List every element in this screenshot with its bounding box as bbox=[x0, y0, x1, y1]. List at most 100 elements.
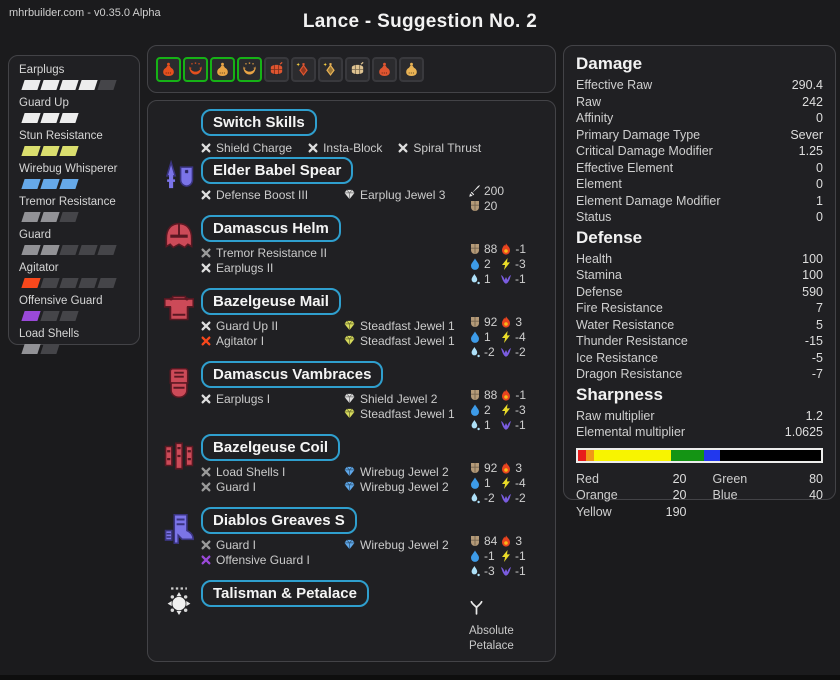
stat-row: Water Resistance 5 bbox=[576, 317, 823, 334]
x-icon bbox=[201, 555, 211, 565]
jewel-slot[interactable]: Wirebug Jewel 2 bbox=[344, 537, 469, 552]
jewel-slot[interactable]: Steadfast Jewel 1 bbox=[344, 318, 469, 333]
stat-label: Water Resistance bbox=[576, 317, 675, 332]
legend-value: 190 bbox=[665, 504, 687, 519]
attack-value: 200 bbox=[484, 183, 505, 198]
gem-icon bbox=[344, 481, 355, 492]
skill-level-segment bbox=[21, 212, 41, 222]
buff-toggle-adamant-seed-icon[interactable] bbox=[237, 57, 262, 82]
jewel-slot[interactable]: Shield Jewel 2 bbox=[344, 391, 469, 406]
stat-label: Raw multiplier bbox=[576, 408, 655, 423]
jewel-slot[interactable]: Steadfast Jewel 1 bbox=[344, 406, 469, 421]
stat-value: 0 bbox=[816, 177, 823, 192]
skill-level-segment bbox=[40, 80, 60, 90]
skill-level-segment bbox=[97, 245, 117, 255]
mail-name-button[interactable]: Bazelgeuse Mail bbox=[201, 288, 341, 315]
defense-icon bbox=[469, 200, 481, 212]
buff-toggle-mega-demondrug-icon[interactable] bbox=[291, 57, 316, 82]
fire-res-value: 3 bbox=[515, 460, 523, 475]
stat-row: Thunder Resistance -15 bbox=[576, 333, 823, 350]
legend-value: 20 bbox=[672, 488, 687, 503]
jewel-label: Steadfast Jewel 1 bbox=[360, 406, 455, 421]
petalace-info[interactable]: Absolute Petalace bbox=[469, 600, 547, 654]
armor-skill: Offensive Guard I bbox=[201, 552, 344, 567]
fire-icon bbox=[500, 243, 512, 255]
buff-toggle-demondrug-icon[interactable] bbox=[156, 57, 181, 82]
skill-level-bars bbox=[21, 278, 129, 288]
buff-toggle-armorskin-icon[interactable] bbox=[210, 57, 235, 82]
vambraces-name-button[interactable]: Damascus Vambraces bbox=[201, 361, 384, 388]
petalace-icon bbox=[469, 600, 484, 615]
dragon-res-value: -1 bbox=[515, 563, 526, 578]
stat-label: Element Damage Modifier bbox=[576, 193, 721, 208]
buff-toggle-mega-armorskin-icon[interactable] bbox=[318, 57, 343, 82]
armor-skill: Agitator I bbox=[201, 333, 344, 348]
buff-toggle-hardshell-powder-icon[interactable] bbox=[345, 57, 370, 82]
weapon-name-button[interactable]: Elder Babel Spear bbox=[201, 157, 354, 184]
equipment-row-greaves: Diablos Greaves S Guard I Offensive Guar… bbox=[156, 507, 547, 578]
jewel-slot[interactable]: Steadfast Jewel 1 bbox=[344, 333, 469, 348]
jewel-label: Earplug Jewel 3 bbox=[360, 187, 446, 202]
buff-toggle-armorcharm-icon[interactable] bbox=[399, 57, 424, 82]
jewel-slot[interactable]: Wirebug Jewel 2 bbox=[344, 479, 469, 494]
skill-level-segment bbox=[21, 113, 41, 123]
skill-level-segment bbox=[59, 179, 79, 189]
jewel-slot[interactable]: Earplug Jewel 3 bbox=[344, 187, 469, 202]
coil-name-button[interactable]: Bazelgeuse Coil bbox=[201, 434, 341, 461]
defense-value: 88 bbox=[484, 387, 498, 402]
switch-skill-label: Spiral Thrust bbox=[413, 140, 482, 155]
thunder-icon bbox=[500, 404, 512, 416]
thunder-res-value: -4 bbox=[515, 329, 526, 344]
skill-name: Wirebug Whisperer bbox=[19, 163, 118, 175]
jewel-slot[interactable]: Wirebug Jewel 2 bbox=[344, 464, 469, 479]
stat-row: Primary Damage Type Sever bbox=[576, 127, 823, 144]
skill-label: Earplugs I bbox=[216, 391, 271, 406]
armor-skill: Tremor Resistance II bbox=[201, 245, 344, 260]
skill-level-bars bbox=[21, 344, 129, 354]
defense-value: 92 bbox=[484, 314, 498, 329]
skill-level-bars bbox=[21, 245, 129, 255]
skill-level-bars bbox=[21, 212, 129, 222]
water-res-value: -1 bbox=[484, 548, 495, 563]
buff-toggle-might-seed-icon[interactable] bbox=[183, 57, 208, 82]
armor-skill: Guard I bbox=[201, 537, 344, 552]
item-buff-bar bbox=[147, 45, 556, 93]
buff-toggle-powercharm-icon[interactable] bbox=[372, 57, 397, 82]
legend-entry: Blue 40 bbox=[713, 487, 824, 504]
stat-row: Raw multiplier 1.2 bbox=[576, 408, 823, 425]
helm-name-button[interactable]: Damascus Helm bbox=[201, 215, 341, 242]
stat-label: Effective Raw bbox=[576, 78, 653, 93]
skill-level-segment bbox=[21, 245, 41, 255]
skill-level-segment bbox=[59, 146, 79, 156]
skill-name: Load Shells bbox=[19, 328, 80, 340]
buff-toggle-demon-powder-icon[interactable] bbox=[264, 57, 289, 82]
skills-summary-panel: Earplugs Guard Up Stun Resistance Wirebu… bbox=[8, 55, 140, 354]
fire-icon bbox=[500, 535, 512, 547]
greaves-name-button[interactable]: Diablos Greaves S bbox=[201, 507, 357, 534]
switch-skill-entry: Spiral Thrust bbox=[398, 140, 481, 155]
fire-res-value: -1 bbox=[515, 241, 527, 256]
skill-summary-wirebug-whisperer: Wirebug Whisperer bbox=[19, 163, 129, 189]
vambraces-icon bbox=[156, 361, 201, 432]
switch-skills-button[interactable]: Switch Skills bbox=[201, 109, 317, 136]
talisman-petalace-button[interactable]: Talisman & Petalace bbox=[201, 580, 369, 607]
legend-label: Green bbox=[712, 471, 748, 486]
skill-label: Earplugs II bbox=[216, 260, 274, 275]
switch-skill-entry: Shield Charge bbox=[201, 140, 292, 155]
greaves-icon bbox=[156, 507, 201, 578]
skill-name: Guard bbox=[19, 229, 51, 241]
equipment-row-helm: Damascus Helm Tremor Resistance II Earpl… bbox=[156, 215, 547, 286]
x-icon bbox=[398, 143, 408, 153]
stat-row: Effective Raw 290.4 bbox=[576, 77, 823, 94]
stat-value: 1 bbox=[816, 193, 823, 208]
skill-level-segment bbox=[59, 212, 79, 222]
switch-skill-label: Insta-Block bbox=[323, 140, 383, 155]
water-icon bbox=[469, 331, 481, 343]
armor-skill: Earplugs I bbox=[201, 391, 344, 406]
defense-value: 88 bbox=[484, 241, 498, 256]
switch-skills-block: Switch Skills Shield Charge Insta-Block … bbox=[201, 109, 547, 155]
sharpness-segment-yellow bbox=[594, 449, 672, 461]
water-icon bbox=[469, 550, 481, 562]
skill-level-segment bbox=[40, 311, 60, 321]
dragon-res-value: -1 bbox=[515, 271, 526, 286]
